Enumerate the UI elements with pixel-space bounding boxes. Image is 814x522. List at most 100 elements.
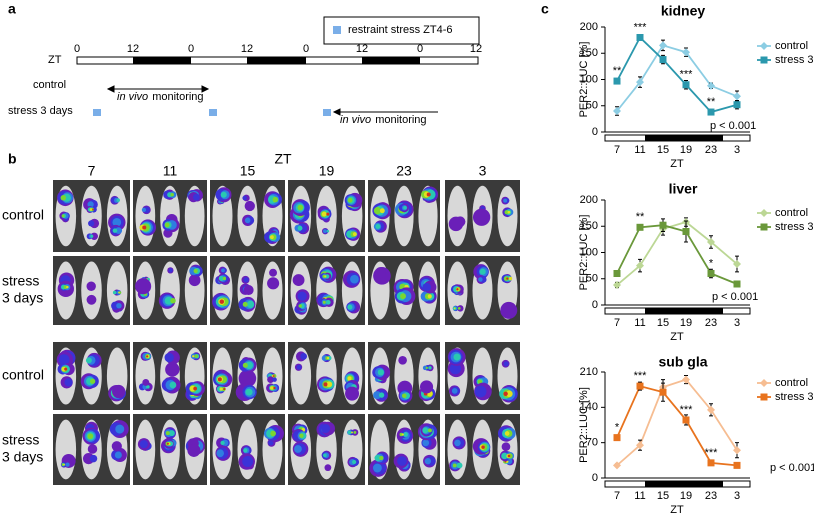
signal bbox=[352, 459, 357, 465]
signal bbox=[66, 285, 69, 289]
point bbox=[682, 416, 690, 424]
signal bbox=[449, 362, 462, 375]
signal bbox=[508, 276, 513, 281]
signal bbox=[85, 357, 92, 364]
signal bbox=[373, 391, 382, 400]
signal bbox=[243, 448, 248, 453]
note-italic: in vivo bbox=[340, 114, 371, 126]
signal bbox=[242, 362, 248, 368]
dark-phase bbox=[133, 57, 191, 64]
point bbox=[760, 56, 768, 64]
signal bbox=[273, 386, 276, 390]
y-tick-label: 70 bbox=[586, 437, 598, 449]
signal bbox=[223, 387, 226, 391]
dark-bar bbox=[645, 481, 723, 487]
signal bbox=[170, 192, 174, 197]
mouse-image bbox=[445, 180, 520, 252]
point bbox=[707, 405, 715, 414]
signal bbox=[90, 234, 94, 238]
signal bbox=[324, 464, 332, 472]
signal bbox=[300, 353, 308, 360]
signal bbox=[219, 387, 223, 391]
signal bbox=[165, 431, 170, 436]
signal bbox=[501, 452, 508, 460]
point bbox=[636, 34, 644, 41]
signal bbox=[397, 456, 407, 466]
series-line bbox=[616, 385, 738, 467]
column-label: 15 bbox=[240, 163, 256, 179]
signal bbox=[323, 382, 328, 387]
mouse-image bbox=[210, 180, 285, 252]
signal bbox=[220, 191, 227, 198]
series-line bbox=[616, 36, 738, 114]
mouse-image bbox=[288, 342, 365, 410]
signal bbox=[506, 277, 509, 280]
signal bbox=[419, 380, 434, 394]
signal bbox=[87, 201, 94, 208]
row-label: control bbox=[33, 79, 66, 91]
point bbox=[613, 77, 621, 85]
signal bbox=[86, 281, 96, 291]
signal bbox=[90, 232, 98, 241]
y-axis-label: PER2::LUC [%] bbox=[578, 215, 590, 291]
signal bbox=[164, 296, 173, 305]
signal bbox=[89, 454, 98, 463]
mouse-image bbox=[445, 342, 520, 410]
signal bbox=[477, 379, 483, 384]
chart-title: kidney bbox=[661, 3, 706, 19]
dark-bar bbox=[645, 308, 723, 314]
signal bbox=[425, 366, 428, 369]
point bbox=[760, 209, 768, 217]
legend-text: stress 3 days bbox=[775, 54, 814, 66]
panel-label: c bbox=[541, 1, 549, 17]
panel-label: a bbox=[8, 1, 16, 17]
y-axis-label: PER2::LUC [%] bbox=[578, 387, 590, 463]
signal bbox=[142, 379, 150, 386]
x-axis-label: ZT bbox=[670, 158, 684, 170]
signal bbox=[219, 299, 225, 304]
signal bbox=[141, 207, 147, 212]
stress-marker bbox=[209, 109, 217, 116]
point bbox=[707, 108, 715, 116]
signal bbox=[168, 268, 173, 273]
point bbox=[659, 221, 667, 229]
mouse-image bbox=[133, 180, 207, 252]
signal bbox=[216, 449, 225, 458]
mouse-image bbox=[210, 414, 285, 485]
dark-phase bbox=[362, 57, 420, 64]
signal bbox=[478, 277, 483, 282]
mouse bbox=[55, 419, 77, 480]
signal bbox=[221, 268, 225, 273]
y-tick-label: 0 bbox=[592, 299, 598, 311]
signal bbox=[267, 277, 280, 290]
mouse-image bbox=[368, 342, 440, 410]
signal bbox=[507, 454, 511, 458]
mouse-image bbox=[133, 414, 207, 485]
tick-label: 0 bbox=[188, 43, 194, 55]
significance: *** bbox=[705, 447, 719, 459]
point bbox=[707, 459, 715, 467]
point bbox=[613, 107, 621, 115]
signal bbox=[272, 196, 279, 203]
stress-marker bbox=[323, 109, 331, 116]
signal bbox=[242, 456, 254, 468]
signal bbox=[373, 207, 382, 215]
mouse-image bbox=[53, 414, 130, 485]
point bbox=[636, 382, 644, 390]
column-label: 7 bbox=[88, 163, 96, 179]
point bbox=[707, 238, 715, 246]
legend-text: control bbox=[775, 40, 808, 52]
mouse-image bbox=[368, 180, 440, 252]
x-tick-label: 19 bbox=[680, 144, 692, 156]
point bbox=[613, 434, 621, 442]
x-tick-label: 19 bbox=[680, 490, 692, 502]
x-tick-label: 23 bbox=[705, 317, 717, 329]
signal bbox=[375, 224, 381, 229]
signal bbox=[222, 276, 227, 281]
signal bbox=[118, 291, 120, 294]
signal bbox=[378, 392, 385, 398]
signal bbox=[296, 364, 302, 370]
signal bbox=[116, 302, 122, 309]
signal bbox=[403, 205, 407, 210]
signal bbox=[238, 369, 257, 388]
